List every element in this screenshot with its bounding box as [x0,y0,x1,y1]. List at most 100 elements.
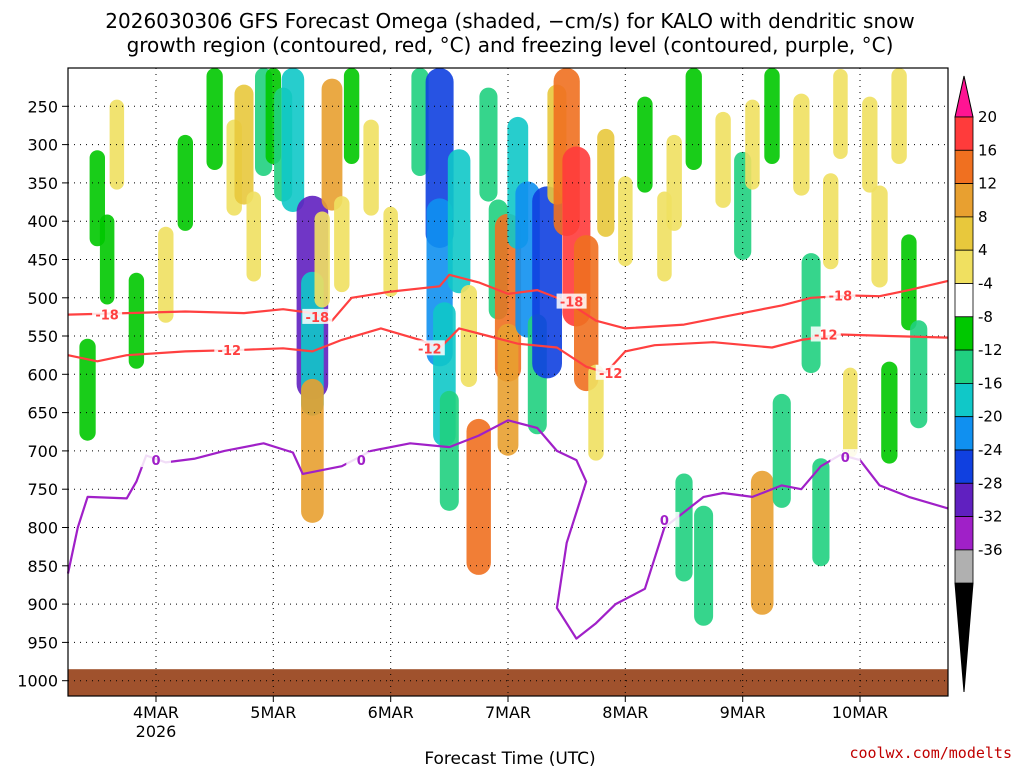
omega-cell [206,68,223,170]
y-tick-label: 550 [27,327,58,346]
chart-title-line-2: growth region (contoured, red, °C) and f… [127,33,894,57]
contour-label: -12 [218,344,242,359]
colorbar-swatch [954,316,974,351]
contour-label-bg [141,452,171,468]
y-tick-label: 900 [27,595,58,614]
omega-cell [158,226,174,323]
colorbar-label: -16 [978,374,1003,392]
chart-title-line-1: 2026030306 GFS Forecast Omega (shaded, −… [105,9,914,33]
credit-link[interactable]: coolwx.com/modelts [849,744,1012,762]
omega-cell [812,458,830,567]
colorbar-label: -8 [978,308,993,326]
colorbar-swatch [954,416,974,451]
contour-line [67,273,949,330]
omega-cell [764,68,780,164]
colorbar-swatch [954,283,974,318]
contour-label: -12 [599,367,623,382]
contour-label: -18 [306,311,330,326]
omega-cell [862,96,878,193]
colorbar-top-arrow [954,75,974,118]
x-tick-label: 6MAR [368,703,414,722]
omega-cell [910,320,928,429]
y-tick-label: 450 [27,251,58,270]
contour-label: -18 [560,296,584,311]
contour-label-bg [830,449,861,465]
colorbar-bottom-arrow [954,582,974,693]
omega-cell [343,68,360,164]
omega-cell [281,68,305,212]
x-tick-label: 4MAR [133,703,179,722]
x-tick-label: 7MAR [485,703,531,722]
colorbar-swatch [954,349,974,384]
colorbar-swatch [954,516,974,551]
y-tick-label: 850 [27,557,58,576]
colorbar-swatch [954,216,974,251]
contour-label: 0 [357,454,366,469]
colorbar-label: -4 [978,275,993,293]
plot-area: -18 -18 -18 -18 -12 -12 -12 -12 0 0 0 0 [66,67,949,697]
y-tick-label: 300 [27,136,58,155]
y-tick-label: 250 [27,97,58,116]
colorbar-label: -36 [978,541,1003,559]
y-tick-label: 500 [27,289,58,308]
omega-cell [881,361,898,464]
omega-cell [301,271,324,416]
colorbar-label: 20 [978,108,997,126]
omega-cell [246,191,261,282]
omega-cell [466,418,491,575]
colorbar-label: -28 [978,474,1003,492]
x-tick-label: 9MAR [720,703,766,722]
y-axis: 250 300 350 400 450 500 550 600 650 700 750 800 850 9… [17,97,68,691]
omega-cell [411,68,429,176]
omega-cell [618,176,633,267]
omega-cell [833,69,848,159]
omega-cell [314,211,330,308]
y-tick-label: 800 [27,519,58,538]
colorbar: 20 16 12 8 4 -4 -8 -12 -16 -20 -24 -28 -32 -36 [954,75,1003,693]
contour-label: -18 [95,309,119,324]
contour-label-bg [825,287,856,303]
omega-cell [447,149,471,294]
contour-label-bg [414,340,445,356]
colorbar-label: -12 [978,341,1003,359]
omega-cell [460,285,477,387]
y-tick-label: 600 [27,365,58,384]
y-tick-label: 1000 [17,672,58,691]
contour-label: -12 [814,329,838,344]
contour-label-bg [556,293,587,309]
contour-label: 0 [151,454,160,469]
ground-surface [68,669,948,696]
colorbar-label: -32 [978,508,1003,526]
contour-label: 0 [660,514,669,529]
omega-cell [334,196,350,293]
colorbar-label: -24 [978,441,1003,459]
colorbar-label: 12 [978,175,997,193]
omega-cell [772,393,791,508]
contour-label: -12 [418,342,442,357]
omega-cell [801,253,821,374]
x-tick-sublabel: 2026 [136,722,177,741]
omega-cell [301,378,324,523]
contour-label: 0 [841,451,850,466]
omega-cell [694,505,714,626]
omega-cell [234,84,254,205]
colorbar-swatch [954,183,974,218]
omega-cell [532,186,562,379]
colorbar-label: 8 [978,208,988,226]
colorbar-label: -20 [978,408,1003,426]
x-tick-label: 10MAR [832,703,888,722]
ground-fill [68,669,948,696]
y-tick-label: 350 [27,174,58,193]
colorbar-swatch [954,149,974,185]
omega-cell [79,338,96,441]
colorbar-label: 16 [978,141,997,159]
omega-cell [439,390,459,511]
colorbar-swatch [954,382,974,418]
omega-cell [685,68,702,170]
x-tick-label: 5MAR [250,703,296,722]
omega-cell [99,214,115,305]
omega-cell [363,119,379,216]
omega-cell [901,234,917,331]
